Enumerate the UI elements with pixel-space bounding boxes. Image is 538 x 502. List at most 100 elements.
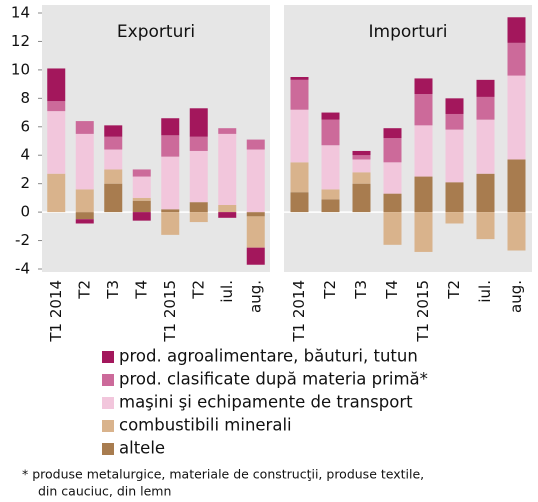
x-tick-label: T2: [189, 280, 207, 300]
bar-segment: [352, 183, 371, 213]
x-tick-label: iul.: [218, 280, 236, 303]
bar-segment: [75, 212, 94, 220]
bar-segment: [476, 96, 495, 120]
footnote: din cauciuc, din lemn: [38, 484, 171, 499]
bar-segment: [476, 173, 495, 213]
bar-segment: [104, 183, 123, 213]
bar-segment: [218, 205, 237, 213]
bar-segment: [414, 94, 433, 126]
x-tick-label: aug.: [246, 280, 264, 313]
bar-segment: [246, 247, 265, 265]
legend-label: maşini şi echipamente de transport: [119, 393, 413, 412]
bar-segment: [246, 139, 265, 150]
y-tick-label: 10: [11, 60, 30, 78]
x-tick-label: iul.: [476, 280, 494, 303]
bar-segment: [507, 17, 526, 43]
x-tick-label: T4: [132, 280, 150, 300]
bar-segment: [75, 121, 94, 134]
bar-segment: [75, 133, 94, 190]
x-tick-label: T4: [383, 280, 401, 300]
x-tick-label: T1 2014: [290, 280, 308, 343]
y-tick-label: 2: [20, 174, 30, 192]
x-tick-label: T1 2014: [47, 280, 65, 343]
legend-label: altele: [119, 439, 165, 458]
x-tick-label: T2: [321, 280, 339, 300]
legend-swatch: [102, 351, 114, 363]
bar-segment: [507, 75, 526, 160]
y-tick-label: 14: [11, 4, 30, 22]
bar-segment: [104, 125, 123, 137]
bar-segment: [189, 136, 208, 151]
footnote: * produse metalurgice, materiale de cons…: [22, 467, 424, 482]
legend-label: prod. agroalimentare, băuturi, tutun: [119, 347, 418, 366]
bar-segment: [414, 176, 433, 213]
bar-segment: [161, 212, 180, 235]
bar-segment: [132, 169, 151, 177]
bar-segment: [132, 200, 151, 213]
bar-segment: [47, 68, 66, 102]
bar-segment: [189, 150, 208, 203]
bar-segment: [104, 149, 123, 170]
bar-segment: [321, 119, 340, 146]
panel-background: [284, 5, 532, 272]
bar-segment: [246, 216, 265, 248]
bar-segment: [352, 150, 371, 156]
legend-swatch: [102, 420, 114, 432]
bar-segment: [132, 176, 151, 198]
bar-segment: [47, 101, 66, 112]
bar-segment: [47, 173, 66, 213]
bar-segment: [383, 138, 402, 163]
bar-segment: [218, 128, 237, 134]
bar-segment: [47, 111, 66, 174]
bar-segment: [321, 189, 340, 200]
bar-segment: [352, 172, 371, 184]
legend-label: combustibili minerali: [119, 416, 292, 435]
bar-segment: [290, 77, 309, 80]
bar-segment: [75, 219, 94, 224]
bar-segment: [290, 109, 309, 163]
bar-segment: [189, 212, 208, 223]
bar-segment: [414, 212, 433, 252]
panel-title: Exporturi: [117, 22, 195, 42]
x-tick-label: aug.: [507, 280, 525, 313]
bar-segment: [104, 169, 123, 184]
bar-segment: [383, 128, 402, 139]
bar-segment: [476, 119, 495, 174]
bar-segment: [218, 133, 237, 205]
x-tick-label: T3: [352, 280, 370, 300]
y-tick-label: -4: [15, 260, 30, 278]
panel-title: Importuri: [369, 22, 448, 42]
x-tick-label: T1 2015: [414, 280, 432, 343]
y-tick-label: -2: [15, 231, 30, 249]
bar-segment: [445, 98, 464, 114]
bar-segment: [445, 113, 464, 130]
bar-segment: [189, 108, 208, 137]
bar-segment: [414, 125, 433, 177]
y-tick-label: 6: [20, 117, 30, 135]
bar-segment: [352, 159, 371, 173]
bar-segment: [161, 209, 180, 213]
bar-segment: [383, 193, 402, 213]
bar-segment: [246, 212, 265, 217]
bar-segment: [321, 145, 340, 190]
bar-segment: [321, 199, 340, 213]
bar-segment: [132, 212, 151, 221]
legend-swatch: [102, 374, 114, 386]
x-tick-label: T2: [75, 280, 93, 300]
y-tick-label: 12: [11, 32, 30, 50]
bar-segment: [352, 155, 371, 160]
bar-segment: [104, 136, 123, 150]
bar-segment: [189, 202, 208, 213]
x-tick-label: T2: [445, 280, 463, 300]
bar-segment: [507, 212, 526, 251]
bar-segment: [476, 212, 495, 240]
y-tick-label: 4: [20, 146, 30, 164]
bar-segment: [507, 42, 526, 76]
bar-segment: [161, 156, 180, 210]
bar-segment: [321, 112, 340, 120]
bar-segment: [445, 182, 464, 213]
bar-segment: [161, 118, 180, 136]
x-tick-label: T3: [104, 280, 122, 300]
bar-segment: [290, 162, 309, 193]
